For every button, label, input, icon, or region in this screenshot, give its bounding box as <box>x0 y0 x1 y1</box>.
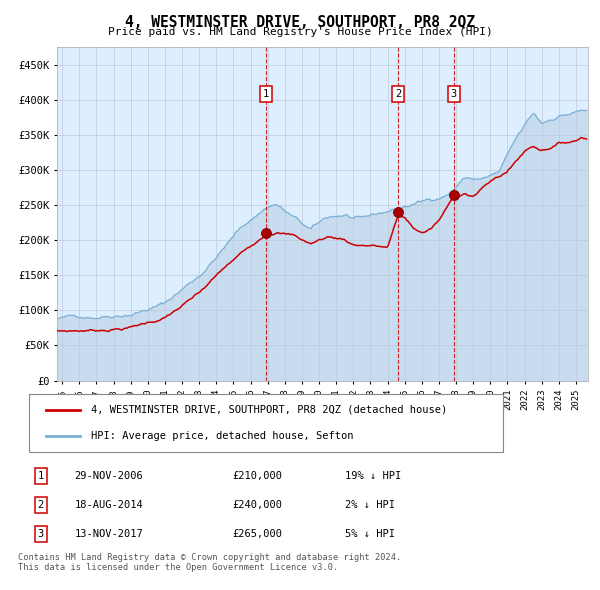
Text: 13-NOV-2017: 13-NOV-2017 <box>74 529 143 539</box>
Text: £210,000: £210,000 <box>232 471 283 481</box>
Text: 5% ↓ HPI: 5% ↓ HPI <box>345 529 395 539</box>
Text: 2: 2 <box>395 89 401 99</box>
Text: 3: 3 <box>451 89 457 99</box>
Text: 4, WESTMINSTER DRIVE, SOUTHPORT, PR8 2QZ: 4, WESTMINSTER DRIVE, SOUTHPORT, PR8 2QZ <box>125 15 475 30</box>
FancyBboxPatch shape <box>29 394 503 451</box>
Text: 1: 1 <box>37 471 44 481</box>
Text: 19% ↓ HPI: 19% ↓ HPI <box>345 471 401 481</box>
Text: HPI: Average price, detached house, Sefton: HPI: Average price, detached house, Seft… <box>91 431 354 441</box>
Text: 1: 1 <box>263 89 269 99</box>
Text: 29-NOV-2006: 29-NOV-2006 <box>74 471 143 481</box>
Text: 3: 3 <box>37 529 44 539</box>
Text: Price paid vs. HM Land Registry's House Price Index (HPI): Price paid vs. HM Land Registry's House … <box>107 27 493 37</box>
Text: Contains HM Land Registry data © Crown copyright and database right 2024.: Contains HM Land Registry data © Crown c… <box>18 553 401 562</box>
Text: £265,000: £265,000 <box>232 529 283 539</box>
Text: This data is licensed under the Open Government Licence v3.0.: This data is licensed under the Open Gov… <box>18 563 338 572</box>
Text: £240,000: £240,000 <box>232 500 283 510</box>
Text: 18-AUG-2014: 18-AUG-2014 <box>74 500 143 510</box>
Text: 2: 2 <box>37 500 44 510</box>
Text: 2% ↓ HPI: 2% ↓ HPI <box>345 500 395 510</box>
Text: 4, WESTMINSTER DRIVE, SOUTHPORT, PR8 2QZ (detached house): 4, WESTMINSTER DRIVE, SOUTHPORT, PR8 2QZ… <box>91 405 448 415</box>
